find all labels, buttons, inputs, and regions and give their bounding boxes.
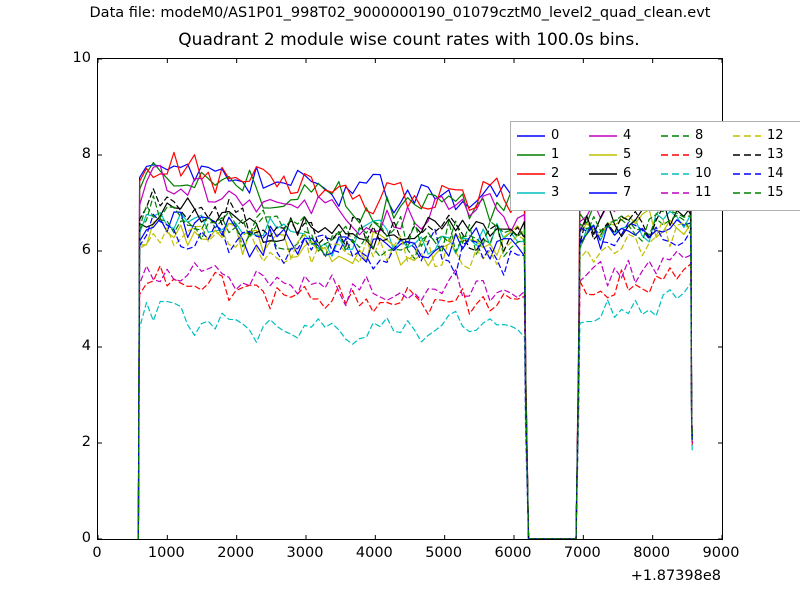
series-line-13	[137, 188, 693, 539]
legend-grid: 0 4 8 12 1 5 9 13 2 6 10 14 3 7 11 15	[516, 126, 800, 206]
legend-label: 3	[551, 185, 560, 200]
series-line-7	[137, 211, 693, 539]
series-line-8	[137, 195, 693, 539]
legend-line-swatch	[660, 131, 690, 141]
legend-entry: 1	[516, 145, 588, 164]
legend-entry: 11	[660, 183, 732, 202]
legend-line-swatch	[588, 131, 618, 141]
legend-entry: 9	[660, 145, 732, 164]
legend[interactable]: 0 4 8 12 1 5 9 13 2 6 10 14 3 7 11 15	[510, 121, 800, 211]
legend-label: 0	[551, 128, 560, 143]
legend-label: 5	[623, 147, 632, 162]
legend-label: 10	[695, 166, 712, 181]
legend-label: 7	[623, 185, 632, 200]
axes-title: Quadrant 2 module wise count rates with …	[178, 30, 640, 50]
y-axis-tick-labels: 0 2 4 6 8 10	[47, 50, 91, 546]
legend-entry: 12	[732, 126, 800, 145]
legend-label: 12	[767, 128, 784, 143]
legend-line-swatch	[732, 169, 762, 179]
x-tick-label: 0	[92, 545, 102, 561]
legend-entry: 5	[588, 145, 660, 164]
legend-entry: 8	[660, 126, 732, 145]
legend-line-swatch	[588, 150, 618, 160]
legend-line-swatch	[516, 131, 546, 141]
legend-entry: 14	[732, 164, 800, 183]
x-tick-label: 7000	[563, 545, 601, 561]
y-tick-label: 6	[81, 242, 91, 258]
series-line-14	[137, 213, 693, 539]
legend-entry: 2	[516, 164, 588, 183]
legend-line-swatch	[660, 150, 690, 160]
series-line-10	[137, 282, 693, 539]
x-tick-label: 3000	[286, 545, 324, 561]
x-tick-label: 2000	[217, 545, 255, 561]
legend-line-swatch	[516, 150, 546, 160]
legend-entry: 0	[516, 126, 588, 145]
figure-suptitle: Data file: modeM0/AS1P01_998T02_90000001…	[89, 5, 711, 21]
legend-label: 6	[623, 166, 632, 181]
series-line-15	[137, 204, 693, 539]
series-line-11	[137, 250, 693, 539]
legend-label: 11	[695, 185, 712, 200]
x-tick-label: 9000	[702, 545, 740, 561]
legend-label: 4	[623, 128, 632, 143]
legend-label: 15	[767, 185, 784, 200]
series-line-5	[137, 208, 693, 539]
x-tick-label: 8000	[633, 545, 671, 561]
legend-entry: 10	[660, 164, 732, 183]
legend-label: 8	[695, 128, 704, 143]
legend-label: 9	[695, 147, 704, 162]
y-tick-label: 0	[81, 530, 91, 546]
x-axis-tick-labels: 0 1000 2000 3000 4000 5000 6000 7000 8000 9000	[92, 545, 739, 567]
x-tick-label: 1000	[147, 545, 185, 561]
series-line-1	[137, 161, 693, 539]
legend-line-swatch	[732, 131, 762, 141]
plot-area: 0 4 8 12 1 5 9 13 2 6 10 14 3 7 11 15	[97, 58, 800, 540]
legend-line-swatch	[732, 188, 762, 198]
y-tick-label: 10	[72, 50, 91, 66]
x-tick-label: 5000	[425, 545, 463, 561]
legend-label: 13	[767, 147, 784, 162]
legend-entry: 4	[588, 126, 660, 145]
legend-label: 14	[767, 166, 784, 181]
legend-line-swatch	[516, 188, 546, 198]
x-axis-offset-text: +1.87398e8	[630, 568, 721, 584]
legend-label: 2	[551, 166, 560, 181]
x-tick-label: 6000	[494, 545, 532, 561]
legend-line-swatch	[588, 169, 618, 179]
legend-entry: 6	[588, 164, 660, 183]
legend-line-swatch	[732, 150, 762, 160]
legend-line-swatch	[660, 188, 690, 198]
legend-line-swatch	[516, 169, 546, 179]
series-line-0	[137, 159, 693, 539]
y-tick-label: 2	[81, 434, 91, 450]
legend-line-swatch	[588, 188, 618, 198]
y-tick-label: 4	[81, 338, 91, 354]
legend-entry: 3	[516, 183, 588, 202]
y-tick-label: 8	[81, 146, 91, 162]
legend-entry: 7	[588, 183, 660, 202]
legend-line-swatch	[660, 169, 690, 179]
x-tick-label: 4000	[355, 545, 393, 561]
legend-entry: 15	[732, 183, 800, 202]
series-line-12	[137, 218, 693, 539]
series-line-9	[137, 263, 693, 539]
legend-entry: 13	[732, 145, 800, 164]
legend-label: 1	[551, 147, 560, 162]
